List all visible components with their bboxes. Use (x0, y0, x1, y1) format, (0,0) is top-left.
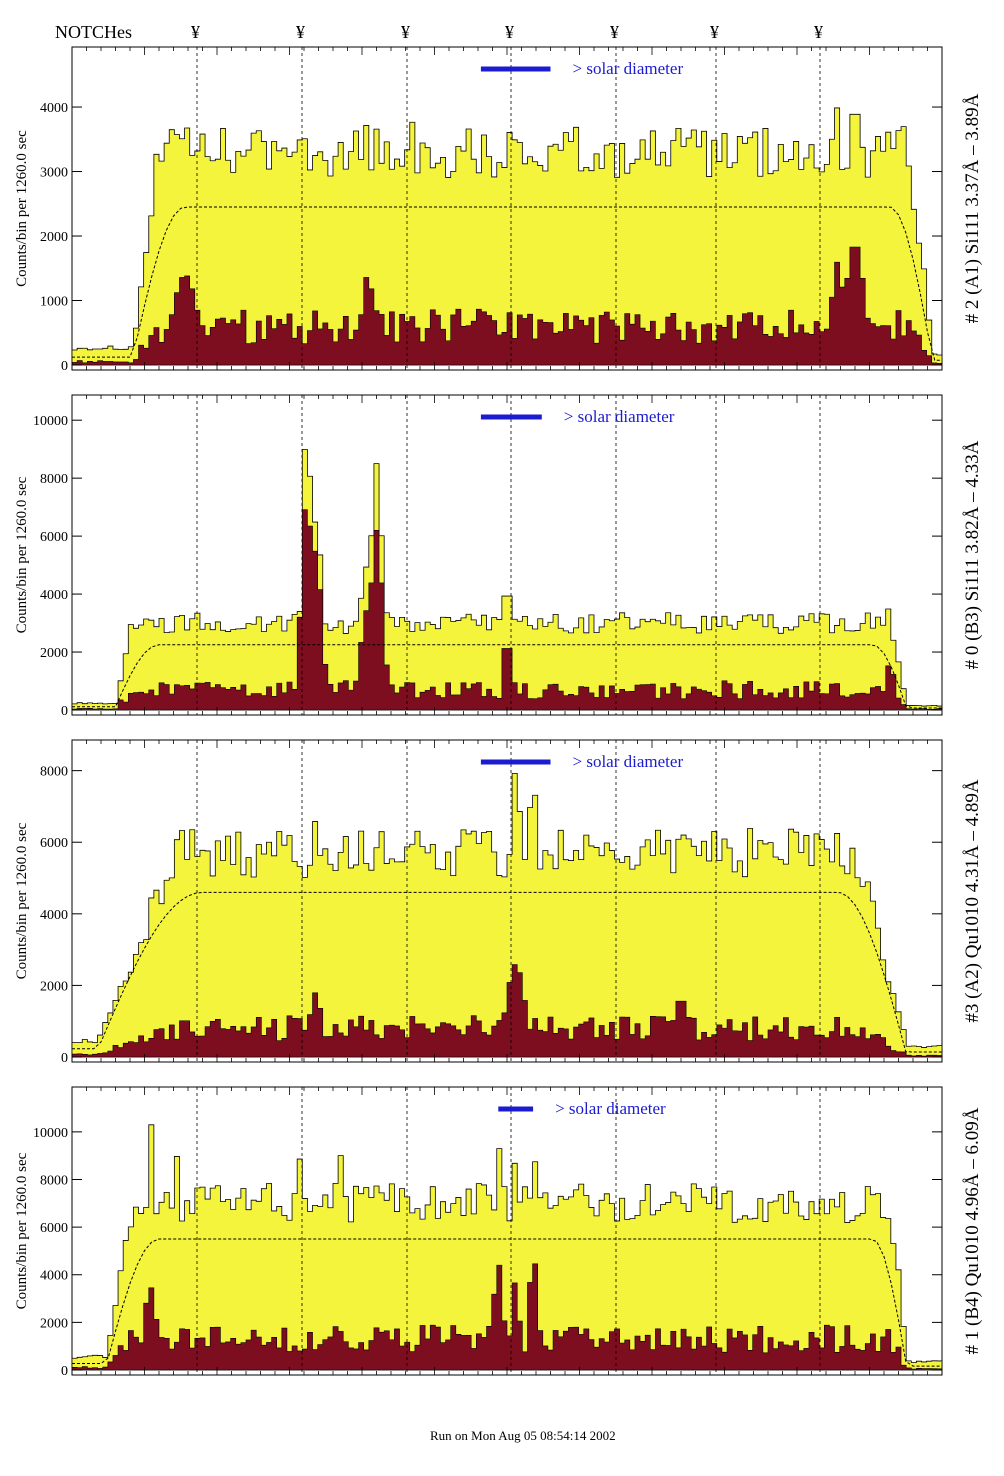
y-tick-label: 10000 (33, 1126, 68, 1141)
channel-label: #3 (A2) Qu1010 4.31Å – 4.89Å (962, 779, 983, 1023)
y-tick-label: 0 (61, 1364, 68, 1379)
y-tick-label: 4000 (40, 908, 68, 923)
y-tick-label: 3000 (40, 166, 68, 181)
y-tick-label: 2000 (40, 646, 68, 661)
solar-diameter-label: > solar diameter (564, 407, 675, 426)
y-tick-label: 4000 (40, 588, 68, 603)
y-tick-label: 10000 (33, 414, 68, 429)
y-tick-label: 2000 (40, 1316, 68, 1331)
solar-diameter-label: > solar diameter (555, 1099, 666, 1118)
y-tick-label: 0 (61, 704, 68, 719)
y-tick-label: 6000 (40, 1221, 68, 1236)
channel-label: # 1 (B4) Qu1010 4.96Å – 6.09Å (962, 1107, 983, 1354)
notch-symbol: ¥ (814, 22, 823, 42)
notch-symbol: ¥ (505, 22, 514, 42)
background-histogram (71, 509, 943, 711)
notch-symbol: ¥ (610, 22, 619, 42)
channel-label: # 2 (A1) Si111 3.37Å – 3.89Å (962, 93, 983, 323)
notch-symbols: ¥ ¥ ¥ ¥ ¥ ¥ ¥ (191, 22, 823, 42)
notches-label: NOTCHes (55, 22, 132, 42)
run-footer: Run on Mon Aug 05 08:54:14 2002 (430, 1428, 616, 1443)
total-counts-histogram (71, 1124, 943, 1371)
channel-label: # 0 (B3) Si111 3.82Å – 4.33Å (962, 440, 983, 669)
y-axis-label: Counts/bin per 1260.0 sec (14, 822, 30, 979)
y-tick-label: 8000 (40, 472, 68, 487)
background-histogram (71, 1263, 943, 1371)
notch-symbol: ¥ (296, 22, 305, 42)
panel-3: 0 2000 4000 6000 8000 Counts/bin per 1260.0 s… (14, 739, 983, 1066)
y-tick-label: 4000 (40, 101, 68, 116)
y-axis-label: Counts/bin per 1260.0 sec (14, 1152, 30, 1309)
y-tick-label: 0 (61, 1051, 68, 1066)
background-histogram (71, 246, 943, 366)
notch-symbol: ¥ (191, 22, 200, 42)
solar-diameter-label: > solar diameter (573, 752, 684, 771)
notch-symbol: ¥ (401, 22, 410, 42)
y-axis-label: Counts/bin per 1260.0 sec (14, 130, 30, 287)
panels: 0 1000 2000 3000 4000 Counts/bin per 1260.0 s… (14, 46, 983, 1379)
panel-1: 0 1000 2000 3000 4000 Counts/bin per 1260.0 s… (14, 46, 983, 374)
y-tick-label: 0 (61, 359, 68, 374)
y-tick-label: 6000 (40, 836, 68, 851)
y-tick-label: 2000 (40, 979, 68, 994)
solar-diameter-label: > solar diameter (573, 59, 684, 78)
y-tick-label: 4000 (40, 1269, 68, 1284)
y-tick-label: 2000 (40, 230, 68, 245)
total-counts-histogram (71, 772, 943, 1058)
notch-symbol: ¥ (710, 22, 719, 42)
panel-2: 0 2000 4000 6000 8000 10000 Counts/bin per 126… (14, 394, 983, 719)
background-histogram (71, 964, 943, 1058)
y-tick-label: 6000 (40, 530, 68, 545)
y-tick-label: 8000 (40, 765, 68, 780)
total-counts-histogram (71, 107, 943, 366)
y-tick-label: 8000 (40, 1173, 68, 1188)
y-tick-label: 1000 (40, 295, 68, 310)
y-axis-label: Counts/bin per 1260.0 sec (14, 476, 30, 633)
